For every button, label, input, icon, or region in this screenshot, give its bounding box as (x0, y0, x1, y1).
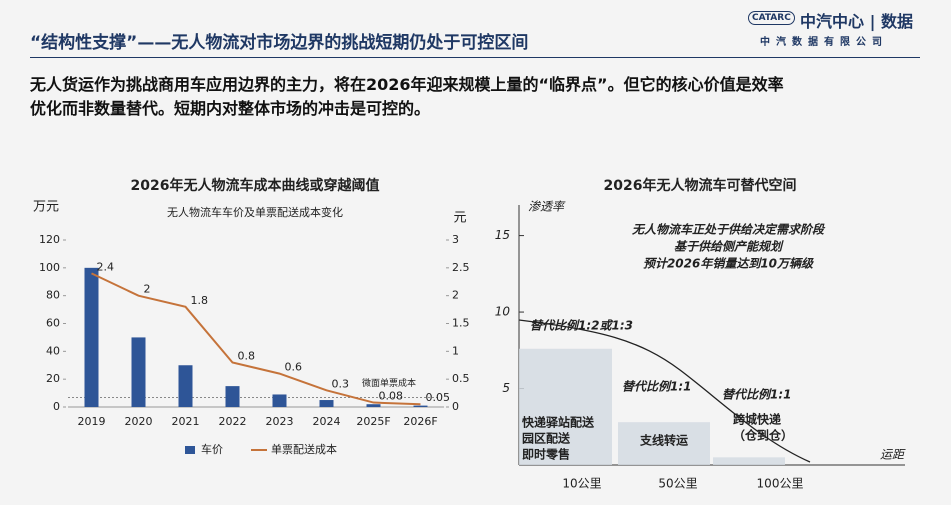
x-tick-label: 2021 (172, 415, 200, 428)
ratio-label: 替代比例1:2或1:3 (530, 319, 633, 333)
data-label: 0.3 (332, 377, 350, 390)
x-tick-label: 2023 (266, 415, 294, 428)
chart-title: 2026年无人物流车成本曲线或穿越阈值 (131, 177, 380, 194)
data-label: 0.8 (238, 349, 256, 362)
data-label: 1.8 (191, 294, 209, 307)
box-label: 跨城快递 (733, 412, 781, 427)
y-tick-label: 80 (46, 289, 60, 302)
x-tick-label: 2019 (78, 415, 106, 428)
divider (30, 57, 920, 58)
y-tick-label: 10 (495, 305, 511, 319)
x-tick-label: 2024 (313, 415, 341, 428)
y-tick-label: 60 (46, 317, 60, 330)
y-tick-label: 120 (39, 233, 60, 246)
y2-tick-label: 1 (452, 344, 459, 357)
bar (319, 400, 334, 407)
note: 预计2026年销量达到10万辆级 (643, 257, 814, 271)
y2-tick-label: 2 (452, 289, 459, 302)
summary-line: 优化而非数量替代。短期内对整体市场的冲击是可控的。 (30, 99, 431, 118)
ratio-label: 替代比例1:1 (722, 388, 792, 402)
y2-tick-label: 0.5 (452, 372, 470, 385)
bar (84, 267, 99, 407)
box-label: 园区配送 (522, 431, 571, 446)
x-tick-label: 2022 (219, 415, 247, 428)
y-tick-label: 20 (46, 372, 60, 385)
y-tick-label: 100 (39, 261, 60, 274)
chart-title: 2026年无人物流车可替代空间 (604, 177, 797, 194)
x-tick-label: 2025F (356, 415, 390, 428)
note: 无人物流车正处于供给决定需求阶段 (631, 223, 826, 237)
data-label: 0.08 (379, 390, 404, 403)
bar (272, 394, 287, 407)
data-label: 2 (144, 283, 151, 296)
data-label: 0.6 (285, 361, 303, 374)
y2-axis-label: 元 (453, 211, 466, 226)
y-tick-label: 15 (495, 228, 510, 242)
y-axis-label: 万元 (33, 200, 59, 215)
note: 基于供给侧产能规划 (674, 240, 784, 254)
bar (131, 337, 146, 407)
logo-text: 中汽中心 | 数据 (800, 12, 913, 31)
threshold-label: 微面单票成本 (362, 377, 416, 389)
y2-tick-label: 1.5 (452, 317, 470, 330)
legend-label: 车价 (201, 442, 223, 456)
x-tick-label: 2020 (125, 415, 153, 428)
bar (225, 386, 240, 407)
cost-line (91, 272, 421, 406)
segment-box (618, 422, 710, 465)
box-label: （仓到仓） (733, 428, 793, 443)
y-axis-label: 渗透率 (528, 200, 566, 214)
slide-title: “结构性支撑”——无人物流对市场边界的挑战短期仍处于可控区间 (30, 33, 529, 53)
logo-mark: CATARC (748, 11, 795, 25)
y2-tick-label: 3 (452, 233, 459, 246)
legend-swatch (185, 446, 195, 454)
x-axis-label: 运距 (880, 448, 906, 462)
y-tick-label: 5 (502, 381, 510, 395)
data-label: 0.05 (426, 391, 451, 404)
legend-label: 单票配送成本 (271, 442, 337, 456)
data-label: 2.4 (97, 260, 115, 273)
substitution-curve (518, 319, 811, 463)
bar (178, 365, 193, 407)
box-label: 快递驿站配送 (522, 415, 595, 430)
chart-subtitle: 无人物流车车价及单票配送成本变化 (167, 205, 343, 219)
bar (366, 404, 381, 407)
segment-box (519, 348, 612, 465)
bar (413, 405, 428, 407)
x-tick-label: 50公里 (658, 477, 697, 491)
y-tick-label: 0 (53, 400, 60, 413)
segment-box (713, 457, 785, 465)
box-label: 即时零售 (522, 447, 570, 462)
y2-tick-label: 0 (452, 400, 459, 413)
y2-tick-label: 2.5 (452, 261, 470, 274)
box-label: 支线转运 (639, 433, 688, 448)
ratio-label: 替代比例1:1 (622, 380, 692, 394)
summary-line: 无人货运作为挑战商用车应用边界的主力，将在2026年迎来规模上量的“临界点”。但… (30, 75, 784, 94)
x-tick-label: 2026F (403, 415, 437, 428)
company-name: 中汽数据有限公司 (760, 37, 888, 48)
summary: 无人货运作为挑战商用车应用边界的主力，将在2026年迎来规模上量的“临界点”。但… (30, 73, 930, 121)
x-tick-label: 10公里 (562, 477, 601, 491)
x-tick-label: 100公里 (757, 477, 804, 491)
y-tick-label: 40 (46, 344, 60, 357)
